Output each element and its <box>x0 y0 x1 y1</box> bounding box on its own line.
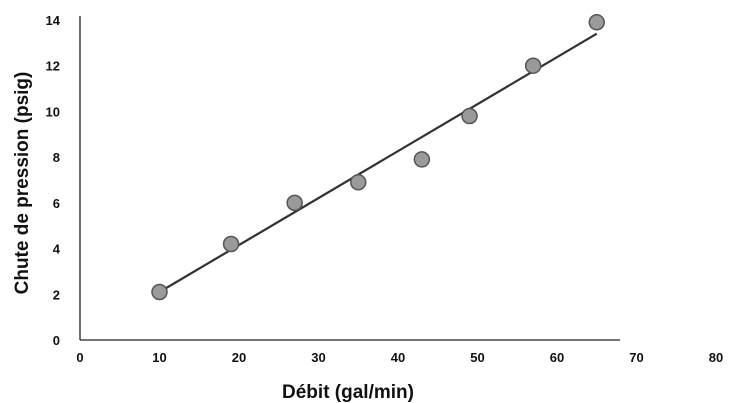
y-tick-label: 12 <box>46 59 60 74</box>
x-tick-label: 30 <box>311 350 325 365</box>
y-axis-label: Chute de pression (psig) <box>12 72 33 295</box>
y-tick-label: 14 <box>46 13 61 28</box>
axes <box>79 16 620 341</box>
data-point <box>151 283 168 301</box>
y-tick-label: 4 <box>53 242 61 257</box>
x-tick-label: 60 <box>550 350 564 365</box>
data-point <box>413 151 431 168</box>
data-point <box>286 194 303 212</box>
x-axis-label: Débit (gal/min) <box>282 382 414 403</box>
y-tick-labels: 0 2 4 6 8 10 12 14 <box>46 13 61 348</box>
data-point <box>222 235 240 253</box>
y-tick-label: 6 <box>53 196 60 211</box>
x-tick-label: 50 <box>470 350 484 365</box>
y-tick-label: 10 <box>46 104 60 119</box>
x-tick-label: 80 <box>709 350 723 365</box>
data-point <box>524 57 542 74</box>
y-tick-label: 2 <box>53 287 60 302</box>
data-points <box>151 14 605 301</box>
y-tick-label: 8 <box>53 150 60 165</box>
data-point <box>588 14 605 31</box>
x-tick-label: 70 <box>629 350 643 365</box>
x-tick-labels: 0 10 20 30 40 50 60 70 80 <box>76 350 723 365</box>
data-point <box>461 107 478 125</box>
x-tick-label: 20 <box>232 350 246 365</box>
x-tick-label: 40 <box>391 350 405 365</box>
x-tick-label: 0 <box>76 350 83 365</box>
x-tick-label: 10 <box>152 350 166 365</box>
data-point <box>350 174 367 191</box>
y-tick-label: 0 <box>53 333 60 348</box>
